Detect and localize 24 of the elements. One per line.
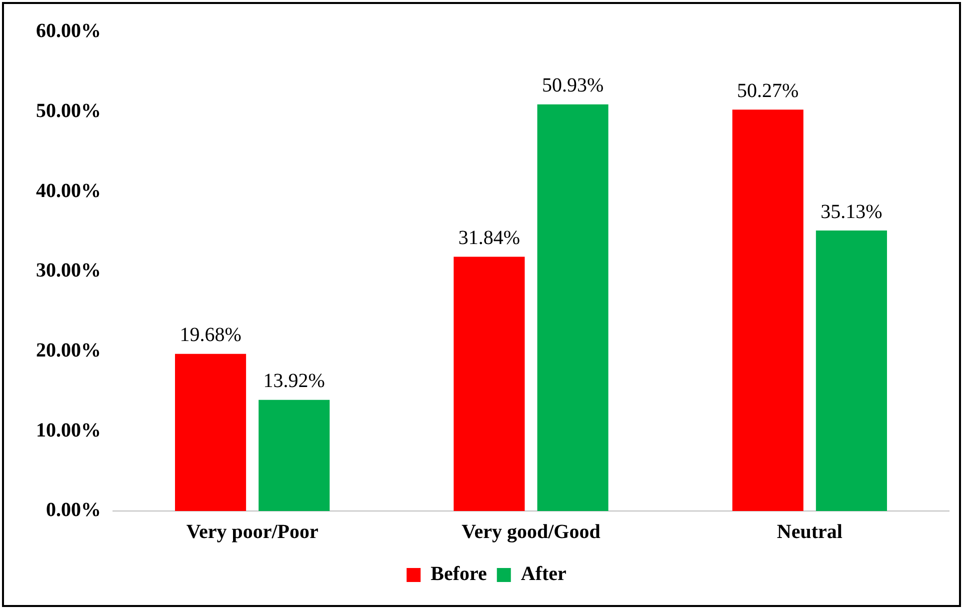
x-tick-label: Neutral xyxy=(776,521,843,544)
bar xyxy=(732,110,804,511)
bar xyxy=(816,230,887,511)
x-tick-label: Very good/Good xyxy=(462,521,600,544)
data-label: 50.93% xyxy=(542,74,604,97)
data-label: 50.27% xyxy=(737,80,799,102)
bar xyxy=(537,104,608,511)
y-tick-label: 0.00% xyxy=(46,499,101,522)
y-tick-label: 60.00% xyxy=(36,20,101,42)
data-label: 19.68% xyxy=(180,324,242,346)
data-label: 13.92% xyxy=(263,370,325,392)
y-tick-label: 50.00% xyxy=(36,100,101,122)
bar xyxy=(175,354,246,511)
y-tick-label: 30.00% xyxy=(36,260,101,282)
legend-label: After xyxy=(520,563,567,586)
x-tick-label: Very poor/Poor xyxy=(186,521,318,544)
y-tick-label: 10.00% xyxy=(36,419,101,442)
bar xyxy=(258,400,330,511)
y-tick-label: 20.00% xyxy=(36,340,101,362)
data-label: 31.84% xyxy=(458,227,520,250)
data-label: 35.13% xyxy=(820,200,882,223)
legend-label: Before xyxy=(430,563,487,586)
y-tick-label: 40.00% xyxy=(36,180,101,202)
bar xyxy=(454,256,525,511)
